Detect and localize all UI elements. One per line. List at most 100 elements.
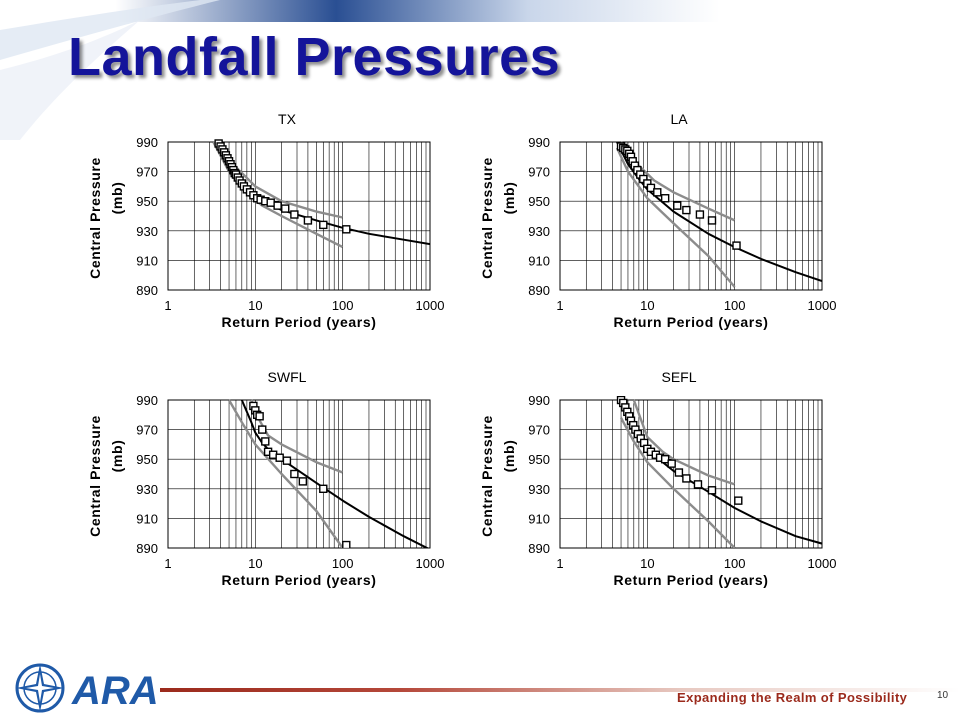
observed-point	[682, 474, 691, 483]
y-axis-label-unit: (mb)	[501, 182, 517, 215]
x-tick-label: 10	[248, 556, 262, 571]
y-tick-label: 890	[136, 541, 158, 556]
observed-point	[707, 216, 717, 225]
y-tick-label: 950	[136, 194, 158, 209]
x-axis-label: Return Period (years)	[614, 572, 769, 588]
x-axis-label: Return Period (years)	[614, 314, 769, 330]
chart-swfl: 890 910 930 950 970 990 1 10 100 1000 SWFL Return P…	[87, 369, 445, 588]
plot-frame	[559, 399, 823, 549]
y-tick-label: 950	[528, 452, 550, 467]
x-tick-label: 1000	[416, 298, 445, 313]
plot-frame	[167, 399, 431, 549]
x-tick-label: 1	[164, 298, 171, 313]
observed-point	[290, 469, 299, 479]
y-tick-label: 910	[136, 253, 158, 268]
y-tick-label: 950	[528, 194, 550, 209]
observed-point	[653, 188, 662, 197]
observed-point	[646, 183, 656, 193]
chart-title: LA	[670, 111, 688, 127]
y-tick-label: 990	[528, 135, 550, 150]
observed-point	[695, 210, 705, 219]
x-tick-label: 1000	[416, 556, 445, 571]
x-tick-label: 100	[332, 298, 354, 313]
observed-point	[693, 480, 703, 489]
chart-panel-swfl: 890 910 930 950 970 990 1 10 100 1000 SWFL Return P…	[80, 358, 480, 618]
observed-point	[281, 204, 290, 213]
y-axis-label-unit: (mb)	[109, 182, 125, 215]
observed-point	[660, 454, 670, 464]
series-group	[616, 396, 822, 548]
y-axis-label: Central Pressure	[87, 157, 103, 279]
x-tick-label: 100	[724, 298, 746, 313]
plot-frame	[559, 141, 823, 291]
y-tick-label: 970	[528, 423, 550, 438]
observed-point	[273, 201, 282, 210]
chart-la: 890 910 930 950 970 990 1 10 100 1000 LA Return Per…	[479, 111, 837, 330]
grid	[168, 141, 430, 291]
y-tick-label: 930	[136, 224, 158, 239]
y-tick-label: 890	[528, 541, 550, 556]
y-tick-label: 930	[136, 482, 158, 497]
y-tick-label: 930	[528, 482, 550, 497]
lower-band-curve	[227, 399, 344, 548]
y-tick-label: 990	[136, 135, 158, 150]
chart-panel-sefl: 890 910 930 950 970 990 1 10 100 1000 SEFL Return P…	[472, 358, 872, 618]
y-tick-label: 910	[528, 253, 550, 268]
observed-point	[673, 201, 682, 210]
chart-title: TX	[278, 111, 297, 127]
page-number: 10	[937, 690, 949, 701]
observed-point	[734, 496, 743, 505]
chart-title: SWFL	[268, 369, 307, 385]
observed-point	[319, 220, 328, 230]
x-tick-label: 1	[556, 556, 563, 571]
footer-line	[160, 688, 960, 692]
y-tick-label: 970	[136, 423, 158, 438]
y-axis-label: Central Pressure	[87, 415, 103, 537]
x-axis-label: Return Period (years)	[222, 314, 377, 330]
observed-point	[261, 437, 270, 446]
observed-point	[667, 459, 676, 468]
y-tick-label: 950	[136, 452, 158, 467]
x-tick-label: 1000	[808, 556, 837, 571]
observed-point	[319, 484, 328, 494]
slide-title: Landfall Pressures	[68, 27, 561, 87]
observed-point	[342, 225, 351, 234]
y-tick-label: 890	[528, 283, 550, 298]
observed-point	[258, 425, 267, 434]
chart-title: SEFL	[661, 369, 696, 385]
x-tick-label: 1	[556, 298, 563, 313]
observed-point	[707, 486, 717, 495]
x-tick-label: 1000	[808, 298, 837, 313]
lower-band-curve	[615, 147, 736, 288]
fit-curve	[240, 399, 430, 548]
y-tick-label: 970	[528, 165, 550, 180]
lower-band-curve	[212, 141, 344, 249]
observed-point	[282, 456, 292, 465]
y-axis-label: Central Pressure	[479, 415, 495, 537]
y-tick-label: 930	[528, 224, 550, 239]
x-tick-label: 10	[640, 556, 654, 571]
observed-point	[732, 241, 741, 250]
chart-panel-tx: 890 910 930 950 970 990 1 10 100 1000 TX Return Per…	[80, 100, 480, 360]
observed-point	[298, 477, 308, 486]
y-tick-label: 890	[136, 283, 158, 298]
grid	[560, 399, 822, 549]
ara-logo: ARA	[14, 660, 174, 716]
series-group	[212, 139, 430, 249]
y-axis-label-unit: (mb)	[109, 440, 125, 473]
observed-point	[342, 540, 351, 548]
observed-point	[303, 216, 313, 225]
y-tick-label: 910	[136, 511, 158, 526]
y-tick-label: 970	[136, 165, 158, 180]
y-tick-label: 910	[528, 511, 550, 526]
footer-tagline: Expanding the Realm of Possibility	[677, 690, 908, 705]
x-axis-label: Return Period (years)	[222, 572, 377, 588]
x-tick-label: 10	[248, 298, 262, 313]
fit-curve	[620, 399, 822, 545]
chart-tx: 890 910 930 950 970 990 1 10 100 1000 TX Return Per…	[87, 111, 445, 330]
y-tick-label: 990	[136, 393, 158, 408]
observed-point	[275, 453, 284, 462]
top-gradient-bar	[0, 0, 960, 22]
observed-point	[266, 198, 275, 207]
x-tick-label: 1	[164, 556, 171, 571]
